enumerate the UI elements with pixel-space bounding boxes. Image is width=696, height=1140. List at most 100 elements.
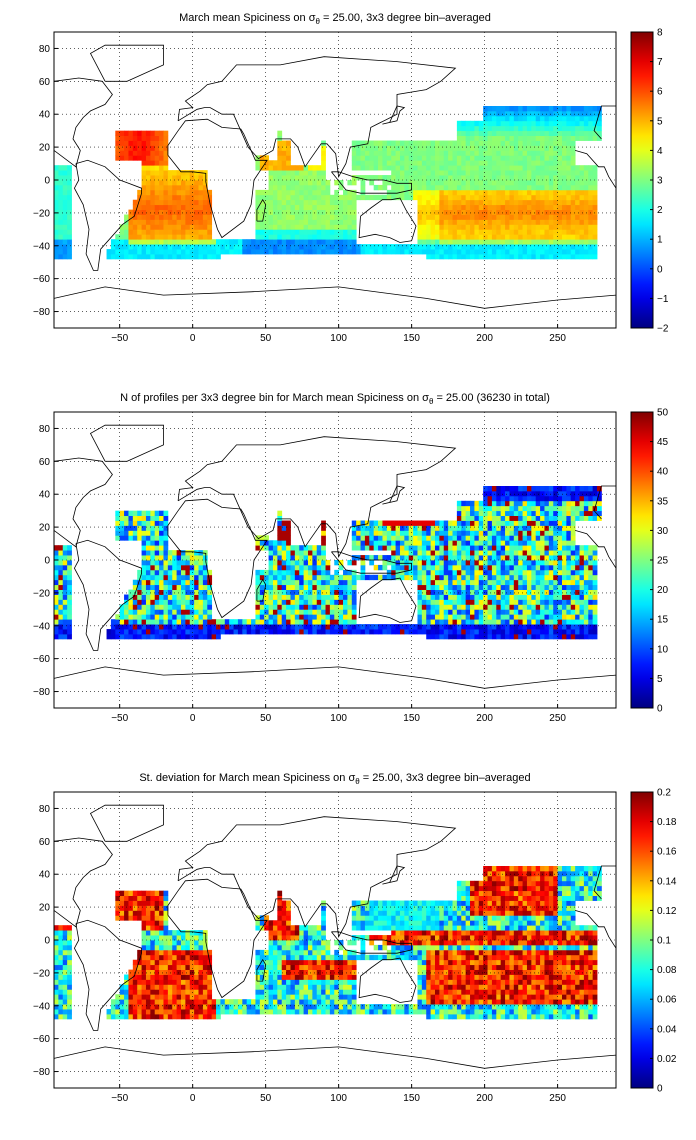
heatmap-cell bbox=[553, 530, 559, 536]
heatmap-cell bbox=[351, 234, 357, 240]
heatmap-cell bbox=[404, 569, 410, 576]
heatmap-cell bbox=[500, 589, 506, 595]
heatmap-cell bbox=[583, 490, 589, 497]
heatmap-cell bbox=[557, 569, 563, 576]
heatmap-cell bbox=[58, 989, 64, 995]
heatmap-cell bbox=[268, 624, 274, 630]
heatmap-cell bbox=[259, 624, 265, 630]
heatmap-cell bbox=[159, 135, 164, 141]
heatmap-cell bbox=[145, 594, 151, 600]
heatmap-cell bbox=[272, 619, 278, 625]
heatmap-cell bbox=[150, 579, 156, 586]
heatmap-cell bbox=[176, 234, 182, 240]
heatmap-cell bbox=[470, 604, 475, 610]
heatmap-cell bbox=[115, 895, 121, 901]
heatmap-cell bbox=[137, 520, 142, 526]
heatmap-cell bbox=[159, 614, 164, 620]
heatmap-cell bbox=[561, 634, 567, 640]
heatmap-cell bbox=[470, 629, 475, 635]
heatmap-cell bbox=[303, 574, 309, 581]
heatmap-cell bbox=[470, 560, 475, 566]
heatmap-cell bbox=[474, 219, 480, 225]
heatmap-cell bbox=[132, 609, 138, 615]
heatmap-cell bbox=[334, 604, 340, 610]
heatmap-cell bbox=[181, 564, 186, 571]
heatmap-cell bbox=[579, 120, 585, 127]
heatmap-cell bbox=[491, 530, 497, 536]
heatmap-cell bbox=[566, 170, 572, 176]
heatmap-cell bbox=[132, 510, 138, 516]
heatmap-cell bbox=[163, 599, 169, 605]
heatmap-cell bbox=[487, 555, 493, 561]
heatmap-cell bbox=[434, 520, 440, 526]
heatmap-cell bbox=[141, 170, 147, 176]
heatmap-cell bbox=[531, 184, 537, 191]
heatmap-cell bbox=[132, 895, 138, 901]
heatmap-cell bbox=[364, 535, 370, 541]
heatmap-cell bbox=[592, 545, 598, 551]
heatmap-cell bbox=[417, 194, 423, 201]
heatmap-cell bbox=[456, 135, 462, 141]
heatmap-cell bbox=[592, 564, 598, 571]
heatmap-cell bbox=[334, 239, 340, 245]
heatmap-cell bbox=[181, 569, 186, 576]
heatmap-cell bbox=[548, 550, 554, 556]
heatmap-cell bbox=[575, 634, 580, 640]
heatmap-cell bbox=[399, 145, 405, 151]
heatmap-cell bbox=[321, 530, 326, 536]
heatmap-cell bbox=[202, 189, 208, 196]
heatmap-cell bbox=[430, 160, 436, 166]
heatmap-cell bbox=[198, 555, 204, 561]
heatmap-cell bbox=[566, 110, 572, 117]
heatmap-cell bbox=[583, 629, 589, 635]
heatmap-cell bbox=[159, 170, 164, 176]
heatmap-cell bbox=[540, 180, 545, 186]
heatmap-cell bbox=[505, 624, 510, 630]
heatmap-cell bbox=[145, 890, 151, 896]
heatmap-cell bbox=[294, 234, 300, 240]
heatmap-cell bbox=[272, 234, 278, 240]
heatmap-cell bbox=[570, 490, 576, 497]
heatmap-cell bbox=[496, 569, 502, 576]
heatmap-cell bbox=[268, 180, 274, 186]
heatmap-cell bbox=[426, 555, 432, 561]
heatmap-cell bbox=[128, 984, 134, 990]
heatmap-cell bbox=[483, 564, 488, 571]
heatmap-cell bbox=[137, 974, 142, 980]
coastline-1 bbox=[73, 159, 142, 271]
heatmap-cell bbox=[561, 614, 567, 620]
heatmap-cell bbox=[119, 999, 125, 1005]
heatmap-cell bbox=[386, 540, 392, 546]
heatmap-cell bbox=[286, 234, 291, 240]
heatmap-cell bbox=[553, 515, 559, 521]
heatmap-cell bbox=[592, 634, 598, 640]
heatmap-cell bbox=[557, 160, 563, 166]
heatmap-cell bbox=[272, 614, 278, 620]
heatmap-cell bbox=[566, 584, 572, 590]
heatmap-cell bbox=[579, 125, 585, 132]
heatmap-cell bbox=[58, 944, 64, 951]
heatmap-cell bbox=[277, 594, 283, 600]
heatmap-cell bbox=[281, 229, 287, 235]
heatmap-cell bbox=[163, 234, 169, 240]
heatmap-cell bbox=[67, 604, 72, 610]
heatmap-cell bbox=[553, 110, 559, 117]
heatmap-cell bbox=[399, 540, 405, 546]
heatmap-cell bbox=[373, 140, 379, 146]
heatmap-cell bbox=[434, 629, 440, 635]
heatmap-cell bbox=[150, 130, 156, 136]
heatmap-cell bbox=[417, 219, 423, 225]
heatmap-cell bbox=[110, 249, 116, 255]
heatmap-cell bbox=[303, 244, 309, 250]
heatmap-cell bbox=[145, 515, 151, 521]
heatmap-cell bbox=[535, 589, 541, 595]
heatmap-cell bbox=[470, 239, 475, 245]
heatmap-cell bbox=[496, 614, 502, 620]
heatmap-cell bbox=[299, 194, 305, 201]
heatmap-cell bbox=[167, 244, 173, 250]
heatmap-cell bbox=[329, 574, 335, 581]
heatmap-cell bbox=[343, 229, 348, 235]
heatmap-cell bbox=[413, 175, 418, 181]
heatmap-cell bbox=[316, 545, 322, 551]
heatmap-cell bbox=[137, 209, 142, 215]
